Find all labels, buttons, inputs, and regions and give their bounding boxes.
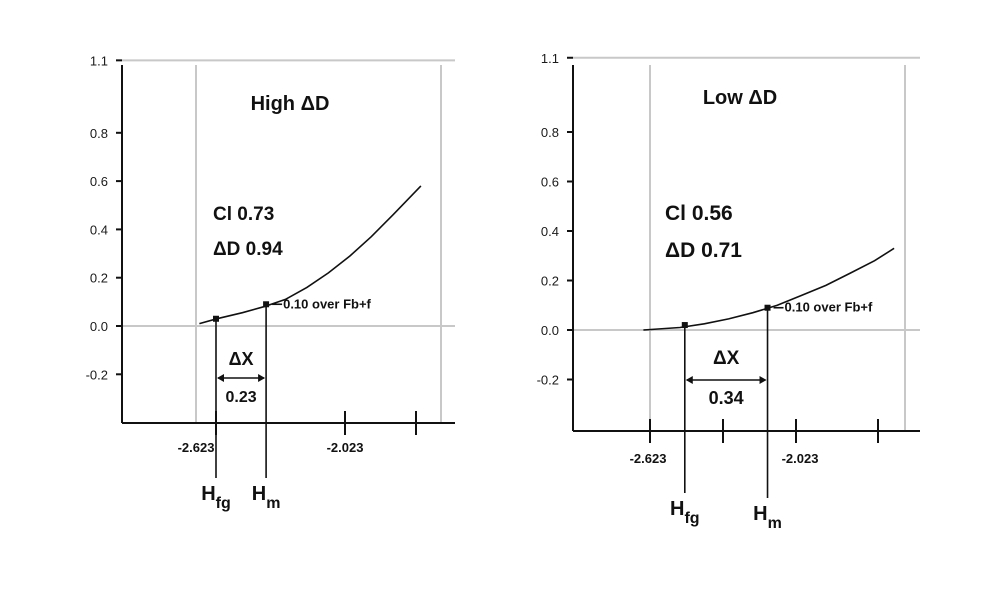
y-tick-label: 0.4 bbox=[541, 224, 559, 239]
hfg-label-main: H bbox=[201, 483, 215, 505]
stat-line-delta-d: ΔD 0.94 bbox=[213, 239, 283, 260]
hm-label-sub: m bbox=[768, 515, 782, 532]
y-tick-label: 0.0 bbox=[90, 319, 108, 334]
data-curve bbox=[643, 247, 895, 331]
y-tick-label: 0.6 bbox=[541, 175, 559, 190]
hfg-label-main: H bbox=[670, 498, 684, 520]
y-tick-label: -0.2 bbox=[537, 373, 559, 388]
delta-x-value: 0.23 bbox=[225, 389, 256, 406]
chart-title: Low ΔD bbox=[703, 87, 777, 109]
delta-x-arrowhead-left bbox=[685, 376, 693, 384]
hfg-label: Hfg bbox=[670, 498, 700, 527]
stat-line-cl: Cl 0.73 bbox=[213, 204, 274, 225]
y-tick-label: 1.1 bbox=[541, 51, 559, 66]
hm-label: Hm bbox=[753, 503, 782, 532]
delta-x-arrowhead-right bbox=[759, 376, 767, 384]
stat-line-delta-d: ΔD 0.71 bbox=[665, 239, 742, 262]
delta-x-arrowhead-right bbox=[258, 374, 266, 382]
panel-low-delta-d: 1.1 0.8 0.6 0.4 0.2 0.0 -0.2 -2.623 -2.023 0.10 o… bbox=[537, 51, 920, 532]
hm-label-sub: m bbox=[266, 495, 280, 512]
x-tick-label: -2.623 bbox=[178, 440, 215, 455]
y-tick-label: 0.2 bbox=[90, 271, 108, 286]
chart-title: High ΔD bbox=[251, 93, 330, 115]
point-annotation: 0.10 over Fb+f bbox=[785, 300, 873, 315]
hfg-label: Hfg bbox=[201, 483, 231, 512]
y-tick-label: 0.6 bbox=[90, 174, 108, 189]
hm-label-main: H bbox=[252, 483, 266, 505]
y-tick-label: 0.8 bbox=[541, 125, 559, 140]
y-tick-label: 0.2 bbox=[541, 274, 559, 289]
x-tick-label: -2.623 bbox=[630, 451, 667, 466]
x-tick-label: -2.023 bbox=[782, 451, 819, 466]
y-tick-label: 0.8 bbox=[90, 126, 108, 141]
stat-line-cl: Cl 0.56 bbox=[665, 202, 733, 225]
delta-x-label: ΔX bbox=[713, 348, 740, 369]
y-tick-label: 1.1 bbox=[90, 53, 108, 68]
hfg-label-sub: fg bbox=[216, 495, 231, 512]
delta-x-arrowhead-left bbox=[217, 374, 224, 382]
hm-label: Hm bbox=[252, 483, 281, 512]
y-tick-label: -0.2 bbox=[86, 367, 108, 382]
panel-high-delta-d: 1.1 0.8 0.6 0.4 0.2 0.0 -0.2 -2.623 -2.023 0.10 o… bbox=[86, 53, 455, 512]
x-tick-label: -2.023 bbox=[327, 440, 364, 455]
y-tick-label: 0.4 bbox=[90, 222, 108, 237]
hfg-label-sub: fg bbox=[684, 510, 699, 527]
hm-label-main: H bbox=[753, 503, 767, 525]
point-annotation: 0.10 over Fb+f bbox=[283, 296, 371, 311]
delta-x-label: ΔX bbox=[229, 349, 254, 369]
y-tick-label: 0.0 bbox=[541, 323, 559, 338]
data-curve bbox=[199, 185, 422, 325]
delta-x-value: 0.34 bbox=[709, 388, 744, 408]
